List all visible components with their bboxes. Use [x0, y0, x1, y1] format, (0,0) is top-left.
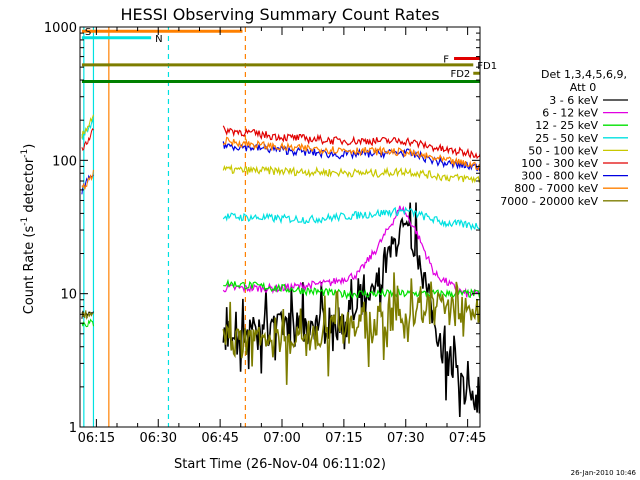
flag-label-s: S	[85, 27, 91, 38]
flag-label-fd2: FD2	[450, 69, 470, 80]
series-8	[81, 272, 480, 385]
legend-title-line1: Det 1,3,4,5,6,9,	[541, 68, 627, 81]
series-trace-7	[222, 136, 480, 171]
series-trace-start-8	[81, 310, 94, 320]
legend-label-7: 800 - 7000 keV	[514, 182, 598, 195]
legend-label-3: 25 - 50 keV	[535, 132, 598, 145]
legend-label-2: 12 - 25 keV	[535, 119, 598, 132]
series-5	[81, 125, 480, 160]
axes: 1 10 100 1000 06:15 06:30 06:45 07:00 07:15 07:30…	[44, 21, 486, 446]
legend-label-6: 300 - 800 keV	[521, 170, 598, 183]
series-trace-2	[223, 278, 480, 300]
series-trace-1	[222, 205, 480, 299]
series-trace-start-2	[81, 318, 94, 328]
plot-area	[81, 27, 480, 427]
series-trace-6	[222, 141, 480, 172]
legend-label-0: 3 - 6 keV	[549, 94, 598, 107]
series-7	[81, 136, 480, 190]
flag-label-n: N	[155, 34, 162, 45]
legend-label-8: 7000 - 20000 keV	[500, 195, 598, 208]
legend-title-line2: Att 0	[570, 81, 596, 94]
plot-frame	[79, 26, 481, 428]
series-2	[81, 278, 480, 328]
flag-label-fd1: FD1	[477, 61, 497, 72]
x-tick-label-2: 06:45	[201, 431, 238, 446]
series-trace-start-3	[81, 117, 94, 140]
x-tick-label-6: 07:45	[449, 431, 486, 446]
footer-date: 26-Jan-2010 10:46	[571, 469, 637, 477]
chart-title: HESSI Observing Summary Count Rates	[120, 5, 439, 24]
flag-label-f: F	[443, 55, 449, 66]
series-trace-start-4	[81, 114, 94, 139]
series-trace-start-7	[81, 169, 94, 190]
y-tick-label-2: 100	[52, 154, 77, 169]
series-3	[81, 117, 480, 231]
x-tick-label-4: 07:15	[325, 431, 362, 446]
legend-label-5: 100 - 300 keV	[521, 157, 598, 170]
x-tick-label-1: 06:30	[140, 431, 177, 446]
x-tick-label-3: 07:00	[263, 431, 300, 446]
y-tick-label-0: 1	[69, 421, 77, 436]
series-trace-start-5	[81, 127, 94, 152]
series-1	[222, 205, 480, 299]
x-tick-label-0: 06:15	[78, 431, 115, 446]
x-axis-label: Start Time (26-Nov-04 06:11:02)	[174, 457, 386, 472]
legend-label-4: 50 - 100 keV	[528, 144, 598, 157]
y-tick-label-1: 10	[60, 288, 77, 303]
series-trace-5	[222, 125, 480, 160]
series-trace-4	[222, 163, 480, 184]
x-tick-label-5: 07:30	[387, 431, 424, 446]
legend-label-1: 6 - 12 keV	[542, 107, 598, 120]
series-trace-0	[222, 202, 480, 418]
y-axis-label: Count Rate (s-1 detector-1)	[20, 144, 37, 315]
series-trace-3	[222, 206, 480, 231]
series-trace-8	[222, 272, 480, 385]
series-4	[81, 114, 480, 184]
y-tick-label-3: 1000	[44, 21, 77, 36]
